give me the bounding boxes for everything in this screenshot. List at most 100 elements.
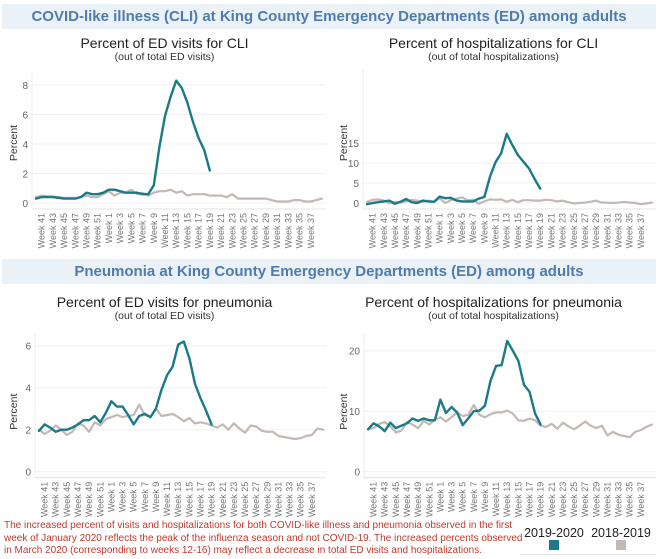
x-tick-label: Week 29 — [591, 482, 601, 517]
y-tick-label: 6 — [22, 111, 28, 122]
x-tick-label: Week 37 — [306, 213, 316, 248]
chart-subtitle: (out of total ED visits) — [114, 51, 215, 63]
x-tick-label: Week 41 — [37, 213, 47, 248]
x-tick-label: Week 27 — [251, 482, 261, 517]
x-tick-label: Week 31 — [273, 482, 283, 517]
x-tick-label: Week 3 — [446, 213, 456, 243]
y-tick-label: 0 — [353, 199, 359, 210]
x-tick-label: Week 21 — [218, 482, 228, 517]
section-header-pneumonia: Pneumonia at King County Emergency Depar… — [2, 259, 656, 284]
x-tick-label: Week 19 — [535, 213, 545, 248]
x-tick-label: Week 21 — [546, 213, 556, 248]
chart-subtitle: (out of total hospitalizations) — [428, 310, 559, 322]
x-tick-label: Week 31 — [602, 213, 612, 248]
chart-title: Percent of hospitalizations for CLI — [388, 35, 599, 51]
x-tick-label: Week 17 — [524, 213, 534, 248]
legend-swatch-2019-2020[interactable] — [549, 540, 559, 550]
x-tick-label: Week 25 — [238, 213, 248, 248]
x-tick-label: Week 51 — [423, 213, 433, 248]
x-tick-label: Week 9 — [480, 482, 490, 512]
x-tick-label: Week 29 — [261, 213, 271, 248]
x-tick-label: Week 51 — [93, 213, 103, 248]
x-tick-label: Week 7 — [468, 213, 478, 243]
x-tick-label: Week 15 — [513, 482, 523, 517]
x-tick-label: Week 13 — [173, 482, 183, 517]
x-tick-label: Week 33 — [285, 482, 295, 517]
y-tick-label: 8 — [22, 81, 28, 92]
y-tick-label: 6 — [25, 342, 31, 353]
x-tick-label: Week 11 — [160, 213, 170, 248]
x-tick-label: Week 47 — [401, 213, 411, 248]
legend-divider — [520, 554, 656, 555]
x-tick-label: Week 43 — [51, 482, 61, 517]
x-tick-label: Week 13 — [502, 213, 512, 248]
chart-subtitle: (out of total hospitalizations) — [428, 51, 559, 63]
x-tick-label: Week 49 — [412, 213, 422, 248]
legend-swatch-2018-2019[interactable] — [616, 540, 626, 550]
x-tick-label: Week 15 — [513, 213, 523, 248]
x-tick-label: Week 3 — [118, 482, 128, 512]
x-tick-label: Week 43 — [379, 213, 389, 248]
y-tick-label: 4 — [25, 384, 31, 395]
legend-label-2018-2019: 2018-2019 — [591, 526, 651, 540]
y-axis-label: Percent — [8, 394, 20, 430]
chart-title: Percent of ED visits for CLI — [80, 35, 249, 51]
y-axis-label: Percent — [338, 394, 350, 430]
x-tick-label: Week 31 — [272, 213, 282, 248]
x-tick-label: Week 47 — [73, 482, 83, 517]
y-tick-label: 20 — [349, 347, 361, 358]
x-tick-label: Week 33 — [613, 213, 623, 248]
x-tick-label: Week 23 — [229, 482, 239, 517]
x-tick-label: Week 49 — [81, 213, 91, 248]
x-tick-label: Week 27 — [250, 213, 260, 248]
x-tick-label: Week 45 — [390, 213, 400, 248]
x-tick-label: Week 41 — [369, 482, 379, 517]
x-tick-label: Week 25 — [569, 213, 579, 248]
x-tick-label: Week 27 — [580, 482, 590, 517]
x-tick-label: Week 7 — [138, 213, 148, 243]
x-tick-label: Week 3 — [115, 213, 125, 243]
x-tick-label: Week 1 — [104, 213, 114, 243]
x-tick-label: Week 47 — [70, 213, 80, 248]
x-tick-label: Week 21 — [547, 482, 557, 517]
x-tick-label: Week 19 — [205, 213, 215, 248]
x-tick-label: Week 13 — [502, 482, 512, 517]
x-tick-label: Week 37 — [307, 482, 317, 517]
x-tick-label: Week 15 — [182, 213, 192, 248]
x-tick-label: Week 11 — [162, 482, 172, 517]
y-tick-label: 5 — [353, 179, 359, 190]
x-tick-label: Week 21 — [216, 213, 226, 248]
x-tick-label: Week 51 — [95, 482, 105, 517]
x-tick-label: Week 1 — [435, 213, 445, 243]
x-tick-label: Week 31 — [602, 482, 612, 517]
x-tick-label: Week 37 — [636, 482, 646, 517]
x-tick-label: Week 13 — [171, 213, 181, 248]
x-tick-label: Week 23 — [558, 482, 568, 517]
chart-title: Percent of ED visits for pneumonia — [56, 294, 273, 310]
x-tick-label: Week 45 — [62, 482, 72, 517]
x-tick-label: Week 47 — [402, 482, 412, 517]
x-tick-label: Week 27 — [580, 213, 590, 248]
y-tick-label: 0 — [25, 468, 31, 479]
chart-ed-visits-cli: 0 2 4 6 8 Percent Week 41 Week 43 Week 45 Week 47… — [8, 70, 326, 248]
series-line-2018-2019 — [34, 188, 324, 203]
y-tick-label: 2 — [22, 170, 28, 181]
chart-hospitalizations-pneumonia: 0 10 20 Percent Week 41 Week 43 Week 45 Week 47… — [338, 334, 656, 517]
x-tick-label: Week 25 — [240, 482, 250, 517]
x-tick-label: Week 45 — [391, 482, 401, 517]
x-tick-label: Week 49 — [413, 482, 423, 517]
y-tick-label: 10 — [348, 159, 360, 170]
x-tick-label: Week 33 — [614, 482, 624, 517]
x-tick-label: Week 5 — [126, 213, 136, 243]
x-tick-label: Week 1 — [106, 482, 116, 512]
series-line-2018-2019 — [37, 403, 325, 441]
x-tick-label: Week 51 — [424, 482, 434, 517]
y-tick-label: 10 — [349, 407, 361, 418]
x-tick-label: Week 7 — [469, 482, 479, 512]
x-tick-label: Week 5 — [458, 482, 468, 512]
x-tick-label: Week 23 — [227, 213, 237, 248]
y-axis-label: Percent — [338, 125, 350, 161]
